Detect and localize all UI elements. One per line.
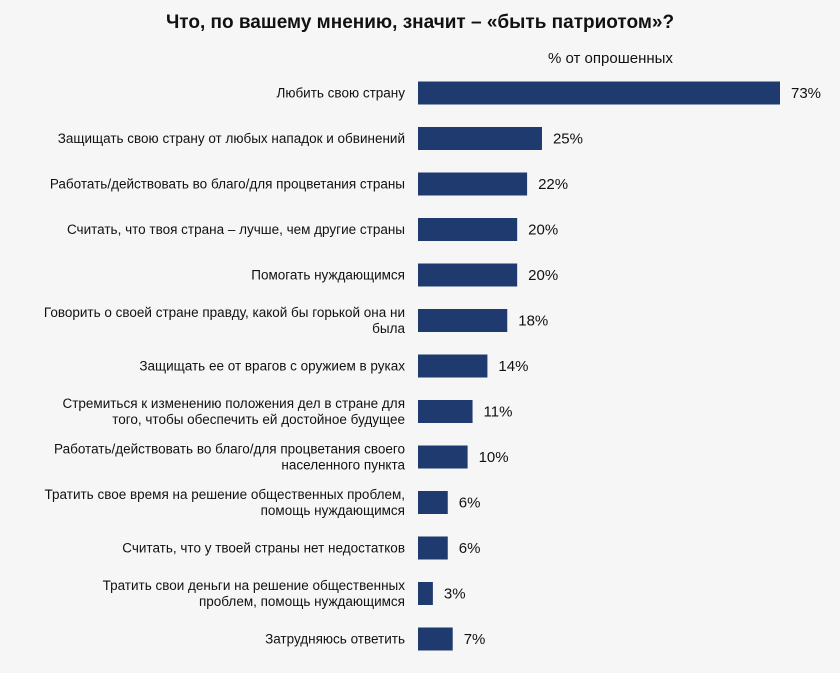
value-label: 25% <box>553 131 583 148</box>
value-label: 14% <box>498 358 528 375</box>
category-label: того, чтобы обеспечить ей достойное буду… <box>112 412 405 427</box>
category-label: Считать, что у твоей страны нет недостат… <box>122 541 405 556</box>
category-label: Стремиться к изменению положения дел в с… <box>62 396 405 411</box>
bar <box>418 354 488 378</box>
category-label: населенного пункта <box>281 458 405 473</box>
bar <box>418 309 508 332</box>
bar <box>418 81 780 105</box>
bar <box>418 400 473 423</box>
category-label: помощь нуждающимся <box>261 503 405 518</box>
value-label: 18% <box>518 313 548 330</box>
value-label: 7% <box>464 631 486 648</box>
value-label: 10% <box>479 449 509 466</box>
category-label: Любить свою страну <box>276 86 405 101</box>
value-label: 73% <box>791 85 821 102</box>
category-label: Тратить свое время на решение общественн… <box>45 487 405 502</box>
bars-group: 73% Любить свою страну 25% Защищать свою ст… <box>44 81 821 651</box>
category-label: Работать/действовать во благо/для процве… <box>50 177 405 192</box>
category-label: Говорить о своей стране правду, какой бы… <box>44 305 405 320</box>
value-label: 6% <box>459 495 481 512</box>
category-label: Помогать нуждающимся <box>251 268 405 283</box>
bar <box>418 172 528 196</box>
category-label: Защищать свою страну от любых нападок и … <box>58 131 405 146</box>
bar <box>418 582 433 605</box>
category-label: была <box>372 321 405 336</box>
chart-subtitle: % от опрошенных <box>548 50 673 67</box>
bar <box>418 491 448 514</box>
chart-title: Что, по вашему мнению, значит – «быть па… <box>165 12 675 33</box>
category-label: Тратить свои деньги на решение обществен… <box>103 578 406 593</box>
value-label: 6% <box>459 540 481 557</box>
bar <box>418 127 542 150</box>
category-label: проблем, помощь нуждающимся <box>199 594 405 609</box>
category-label: Защищать ее от врагов с оружием в руках <box>139 359 405 374</box>
bar <box>418 218 518 241</box>
value-label: 20% <box>528 267 558 284</box>
category-label: Считать, что твоя страна – лучше, чем др… <box>67 222 405 237</box>
category-label: Затрудняюсь ответить <box>265 632 405 647</box>
value-label: 3% <box>444 586 466 603</box>
category-label: Работать/действовать во благо/для процве… <box>54 442 405 457</box>
bar <box>418 445 468 469</box>
bar <box>418 263 518 287</box>
value-label: 22% <box>538 176 568 193</box>
bar <box>418 536 448 560</box>
value-label: 11% <box>484 404 513 421</box>
bar <box>418 627 453 651</box>
value-label: 20% <box>528 222 558 239</box>
